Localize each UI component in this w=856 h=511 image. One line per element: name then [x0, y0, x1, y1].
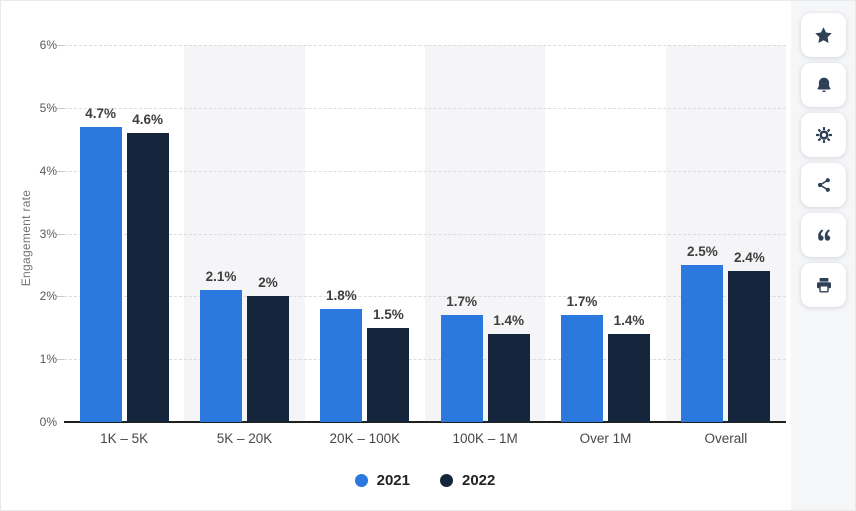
gridline — [64, 45, 786, 46]
value-label: 2% — [258, 275, 278, 291]
bar-2022[interactable] — [608, 334, 650, 422]
y-tick-label: 0% — [39, 415, 57, 429]
y-tick-mark — [57, 170, 64, 172]
legend-dot — [440, 474, 453, 487]
bar-2021[interactable] — [440, 315, 483, 422]
gridline — [64, 233, 786, 235]
quote-icon — [815, 226, 833, 244]
gridline — [64, 296, 786, 298]
value-label: 4.6% — [132, 111, 164, 127]
legend-label: 2021 — [376, 472, 410, 489]
value-label: 4.7% — [85, 105, 117, 121]
printer-icon — [815, 276, 833, 294]
cite-button[interactable] — [801, 213, 846, 257]
legend-item-2022[interactable]: 2022 — [440, 472, 495, 489]
gridline — [64, 359, 786, 361]
x-axis-line — [64, 421, 786, 423]
chart-legend: 2021 2022 — [64, 472, 786, 489]
y-tick-mark — [57, 359, 64, 361]
share-button[interactable] — [801, 163, 846, 207]
value-label: 2.4% — [733, 250, 765, 266]
action-sidebar — [791, 1, 855, 510]
y-tick-label: 4% — [39, 163, 57, 178]
y-tick-mark — [57, 233, 64, 235]
y-tick-label: 1% — [39, 352, 57, 367]
x-category-label: 1K – 5K — [100, 431, 149, 446]
gridline — [64, 170, 786, 172]
y-tick-label: 3% — [39, 226, 57, 241]
y-tick-label: 5% — [39, 100, 57, 115]
value-label: 1.7% — [566, 294, 598, 310]
y-tick-mark — [57, 45, 64, 46]
bar-2022[interactable] — [367, 327, 410, 422]
legend-label: 2022 — [462, 472, 496, 489]
x-category-label: 5K – 20K — [216, 431, 273, 446]
value-label: 1.7% — [446, 294, 478, 310]
x-category-label: Overall — [704, 431, 748, 446]
value-label: 1.5% — [372, 306, 404, 322]
y-tick-mark — [57, 296, 64, 298]
bar-2022[interactable] — [126, 132, 169, 422]
favorite-button[interactable] — [801, 13, 846, 57]
bar-2021[interactable] — [200, 290, 242, 422]
bar-2021[interactable] — [561, 315, 603, 422]
bar-2022[interactable] — [247, 296, 289, 422]
value-label: 2.1% — [205, 269, 237, 285]
y-tick-label: 6% — [39, 38, 57, 52]
gridline — [64, 107, 786, 109]
bell-icon — [815, 76, 833, 94]
star-icon — [814, 26, 833, 45]
value-label: 1.8% — [325, 287, 357, 303]
share-icon — [815, 176, 833, 194]
value-label: 1.4% — [493, 313, 525, 329]
notifications-button[interactable] — [801, 63, 846, 107]
settings-button[interactable] — [801, 113, 846, 157]
value-label: 1.4% — [613, 313, 645, 329]
bar-2021[interactable] — [320, 308, 363, 422]
y-tick-label: 2% — [39, 289, 57, 304]
x-category-label: Over 1M — [579, 431, 632, 446]
print-button[interactable] — [801, 263, 846, 307]
bar-2021[interactable] — [79, 126, 122, 422]
bar-2022[interactable] — [487, 334, 530, 422]
x-category-label: 20K – 100K — [329, 431, 401, 446]
gear-icon — [815, 126, 833, 144]
bar-2022[interactable] — [728, 271, 771, 422]
value-label: 2.5% — [686, 243, 718, 259]
legend-dot — [354, 474, 368, 487]
x-category-label: 100K – 1M — [452, 431, 518, 446]
bar-2021[interactable] — [681, 264, 724, 422]
y-tick-mark — [57, 107, 64, 109]
legend-item-2021[interactable]: 2021 — [354, 472, 410, 489]
